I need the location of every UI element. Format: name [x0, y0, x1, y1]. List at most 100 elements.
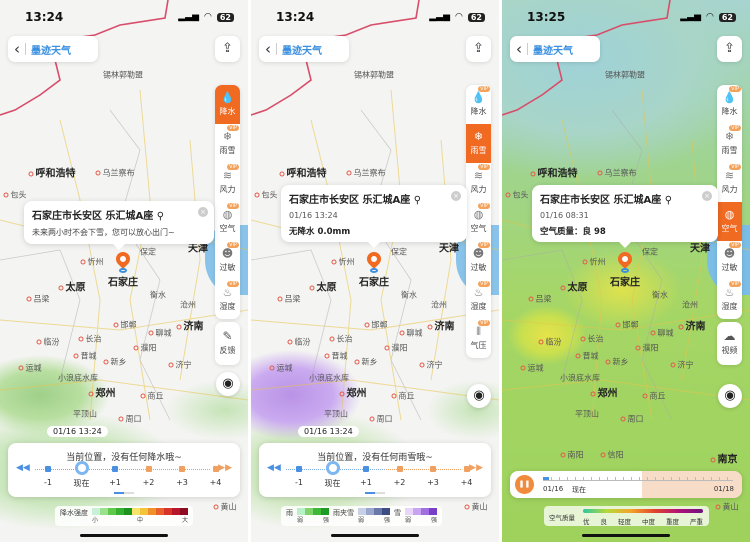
- timeline-track[interactable]: [286, 469, 461, 470]
- city-name: 石家庄: [610, 277, 640, 289]
- city-name: 天津: [188, 243, 208, 255]
- share-button[interactable]: ⇪: [466, 36, 491, 62]
- timeline-tick[interactable]: [325, 461, 340, 475]
- phone-screen-precipitation: 锡林郭勒盟 呼和浩特 乌兰察布 包头 天津 保定 忻州 石家庄 太原 衡水 沧州 吕梁 邯郸 济南 聊城 长治…: [0, 0, 248, 542]
- city-name: 天津: [439, 243, 459, 255]
- feedback-button[interactable]: ✎ 反馈: [215, 322, 240, 365]
- layer-wind[interactable]: ≋ 风力 VIP: [717, 163, 742, 202]
- share-button[interactable]: ⇪: [215, 36, 240, 62]
- timeline-tick[interactable]: [74, 461, 89, 475]
- map-city-label: 周口: [620, 414, 644, 425]
- timeline-tick[interactable]: [396, 466, 403, 472]
- layer-air[interactable]: ◍ 空气: [717, 202, 742, 241]
- layer-pressure[interactable]: ⫴ 气压 VIP: [466, 319, 491, 358]
- playback-bar[interactable]: ❚❚ 01/16 现在 01/18: [510, 471, 742, 498]
- forward-icon[interactable]: ▶▶: [218, 463, 232, 473]
- city-name: 黄山: [722, 502, 739, 512]
- legend-labels: 优 良 轻度 中度 重度 严重: [583, 516, 703, 526]
- map-city-label: 保定: [642, 247, 658, 258]
- video-button[interactable]: ☁ 视频: [717, 322, 742, 365]
- page-indicator: [114, 492, 134, 494]
- layer-rain-snow[interactable]: ❄ 雨雪: [466, 124, 491, 163]
- rewind-icon[interactable]: ◀◀: [267, 463, 281, 473]
- city-name: 邯郸: [120, 320, 137, 330]
- location-popup[interactable]: 石家庄市长安区 乐汇城A座 ⚲ × 01/16 13:24 无降水 0.0mm: [281, 185, 467, 248]
- layer-sidebar: 💧 降水 VIP ❄ 雨雪 VIP ≋ 风力 VIP ◍ 空气 ☻ 过敏 VIP ♨ 湿度 VIP: [717, 85, 742, 319]
- city-dot-icon: [339, 391, 345, 396]
- layer-allergy[interactable]: ☻ 过敏 VIP: [466, 241, 491, 280]
- locate-button[interactable]: ◉: [467, 384, 491, 408]
- timeline-track-future[interactable]: [135, 469, 210, 470]
- back-button[interactable]: ‹: [14, 40, 20, 58]
- layer-wind[interactable]: ≋ 风力 VIP: [215, 163, 240, 202]
- popup-value: 无降水 0.0mm: [289, 227, 351, 237]
- city-name: 衡水: [401, 290, 417, 300]
- layer-label: 雨雪: [470, 146, 487, 155]
- signal-icon: ▂▃▅: [178, 12, 199, 22]
- close-popup-button[interactable]: ×: [702, 191, 712, 201]
- locate-button[interactable]: ◉: [216, 372, 240, 396]
- city-dot-icon: [254, 192, 260, 198]
- city-name: 济南: [183, 321, 204, 333]
- map-city-label: 太原: [560, 279, 588, 294]
- layer-humidity[interactable]: ♨ 湿度 VIP: [215, 280, 240, 319]
- timeline-tick[interactable]: [145, 466, 152, 472]
- timeline-track[interactable]: [35, 469, 210, 470]
- rewind-icon[interactable]: ◀◀: [16, 463, 30, 473]
- layer-rain-snow[interactable]: ❄ 雨雪 VIP: [215, 124, 240, 163]
- layer-label: 风力: [721, 185, 738, 194]
- timeline-tick[interactable]: [363, 466, 369, 472]
- timeline-tick[interactable]: [296, 466, 302, 472]
- close-popup-button[interactable]: ×: [451, 191, 461, 201]
- legend-swatches: [92, 508, 188, 515]
- layer-wind[interactable]: ≋ 风力 VIP: [466, 163, 491, 202]
- timeline-track-future[interactable]: [386, 469, 461, 470]
- city-dot-icon: [399, 330, 405, 336]
- playback-scale[interactable]: [543, 477, 733, 481]
- close-popup-button[interactable]: ×: [198, 207, 208, 217]
- layer-air[interactable]: ◍ 空气 VIP: [215, 202, 240, 241]
- locate-button[interactable]: ◉: [718, 384, 742, 408]
- city-dot-icon: [615, 322, 621, 328]
- map-city-label: 忻州: [582, 257, 606, 268]
- city-name: 忻州: [338, 257, 355, 267]
- map-city-label: 濮阳: [635, 343, 659, 354]
- layer-humidity[interactable]: ♨ 湿度 VIP: [466, 280, 491, 319]
- pause-button[interactable]: ❚❚: [515, 475, 534, 494]
- air-quality-legend: 空气质量优 良 轻度 中度 重度 严重: [544, 506, 709, 526]
- layer-label: 过敏: [721, 263, 738, 272]
- back-button[interactable]: ‹: [265, 40, 271, 58]
- timeline-tick[interactable]: [212, 466, 219, 472]
- forward-icon[interactable]: ▶▶: [469, 463, 483, 473]
- layer-precipitation[interactable]: 💧 降水 VIP: [466, 85, 491, 124]
- layer-allergy[interactable]: ☻ 过敏 VIP: [717, 241, 742, 280]
- layer-air[interactable]: ◍ 空气 VIP: [466, 202, 491, 241]
- precipitation-icon: 💧: [471, 91, 486, 104]
- popup-date: 01/16 08:31: [540, 211, 589, 220]
- time-badge: 01/16 13:24: [47, 426, 108, 437]
- map-city-label: 邯郸: [615, 320, 639, 331]
- share-button[interactable]: ⇪: [717, 36, 742, 62]
- layer-humidity[interactable]: ♨ 湿度 VIP: [717, 280, 742, 319]
- vip-badge: VIP: [478, 242, 490, 248]
- timeline-tick[interactable]: [430, 466, 436, 472]
- layer-precipitation[interactable]: 💧 降水 VIP: [717, 85, 742, 124]
- city-dot-icon: [620, 416, 626, 422]
- timeline-tick[interactable]: [45, 466, 51, 472]
- city-dot-icon: [287, 339, 293, 345]
- forecast-timeline[interactable]: 当前位置，没有任何雨雪哦~ ◀◀ ▶▶ -1 现在 +1 +2 +3 +4: [259, 443, 491, 497]
- back-button[interactable]: ‹: [516, 40, 522, 58]
- layer-precipitation[interactable]: 💧 降水: [215, 85, 240, 124]
- layer-rain-snow[interactable]: ❄ 雨雪 VIP: [717, 124, 742, 163]
- location-popup[interactable]: 石家庄市长安区 乐汇城A座 ⚲ × 01/16 08:31 空气质量：良 98: [532, 185, 718, 248]
- city-name: 信阳: [607, 450, 624, 460]
- location-popup[interactable]: 石家庄市长安区 乐汇城A座 ⚲ × 未来两小时不会下雪，您可以放心出门~: [24, 201, 214, 250]
- timeline-tick[interactable]: [179, 466, 185, 472]
- timeline-tick[interactable]: [112, 466, 118, 472]
- city-name: 济南: [434, 321, 455, 333]
- map-city-label: 小浪底水库: [58, 373, 98, 384]
- layer-allergy[interactable]: ☻ 过敏 VIP: [215, 241, 240, 280]
- map-city-label: 长治: [580, 334, 604, 345]
- forecast-timeline[interactable]: 当前位置，没有任何降水哦~ ◀◀ ▶▶ -1 现在 +1 +2 +3 +4: [8, 443, 240, 497]
- timeline-tick[interactable]: [463, 466, 470, 472]
